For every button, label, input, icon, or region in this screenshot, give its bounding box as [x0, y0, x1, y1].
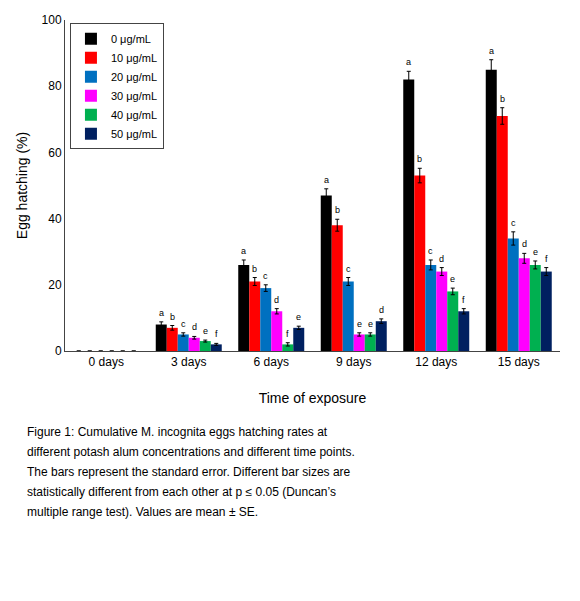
svg-text:20: 20 — [48, 278, 62, 292]
svg-text:a: a — [241, 246, 246, 256]
svg-text:3 days: 3 days — [171, 355, 206, 369]
svg-text:40: 40 — [48, 212, 62, 226]
svg-text:c: c — [346, 264, 351, 274]
svg-text:d: d — [522, 239, 527, 249]
svg-text:0 days: 0 days — [89, 355, 124, 369]
svg-text:Figure 1: Cumulative M. incogn: Figure 1: Cumulative M. incognita eggs h… — [27, 425, 328, 439]
svg-text:12 days: 12 days — [415, 355, 457, 369]
svg-text:c: c — [511, 218, 516, 228]
svg-text:40 μg/mL: 40 μg/mL — [111, 109, 157, 121]
svg-text:d: d — [192, 322, 197, 332]
svg-text:e: e — [450, 274, 455, 284]
svg-text:100: 100 — [42, 13, 62, 27]
svg-text:a: a — [489, 46, 494, 56]
svg-text:f: f — [286, 329, 289, 339]
svg-text:e: e — [533, 247, 538, 257]
svg-text:20 μg/mL: 20 μg/mL — [111, 71, 157, 83]
svg-text:d: d — [274, 295, 279, 305]
svg-text:b: b — [417, 154, 422, 164]
svg-text:b: b — [170, 312, 175, 322]
svg-text:b: b — [335, 205, 340, 215]
svg-text:30 μg/mL: 30 μg/mL — [111, 90, 157, 102]
svg-text:6 days: 6 days — [254, 355, 289, 369]
svg-text:Egg hatching (%): Egg hatching (%) — [14, 132, 30, 239]
svg-text:different potash alum concentr: different potash alum concentrations and… — [27, 445, 355, 459]
svg-text:0 μg/mL: 0 μg/mL — [111, 33, 151, 45]
svg-text:c: c — [181, 319, 186, 329]
svg-text:60: 60 — [48, 146, 62, 160]
svg-text:d: d — [439, 254, 444, 264]
svg-text:f: f — [545, 254, 548, 264]
svg-text:b: b — [252, 264, 257, 274]
svg-text:10 μg/mL: 10 μg/mL — [111, 52, 157, 64]
svg-text:a: a — [406, 57, 411, 67]
svg-text:50 μg/mL: 50 μg/mL — [111, 128, 157, 140]
svg-text:e: e — [296, 312, 301, 322]
svg-text:e: e — [357, 319, 362, 329]
svg-text:9 days: 9 days — [336, 355, 371, 369]
svg-text:multiple range test). Values a: multiple range test). Values are mean ± … — [27, 505, 258, 519]
svg-text:0: 0 — [55, 344, 62, 358]
svg-text:b: b — [500, 94, 505, 104]
svg-text:a: a — [324, 175, 329, 185]
svg-text:statistically different from e: statistically different from each other … — [27, 485, 336, 499]
svg-text:c: c — [263, 271, 268, 281]
svg-text:Time of exposure: Time of exposure — [259, 390, 367, 406]
svg-text:The bars represent the standar: The bars represent the standard error. D… — [27, 465, 351, 479]
svg-text:80: 80 — [48, 79, 62, 93]
svg-text:a: a — [159, 308, 164, 318]
svg-text:f: f — [462, 295, 465, 305]
svg-text:c: c — [428, 246, 433, 256]
svg-text:e: e — [368, 319, 373, 329]
svg-text:15 days: 15 days — [498, 355, 540, 369]
svg-text:e: e — [203, 326, 208, 336]
svg-text:f: f — [215, 329, 218, 339]
svg-text:d: d — [379, 305, 384, 315]
